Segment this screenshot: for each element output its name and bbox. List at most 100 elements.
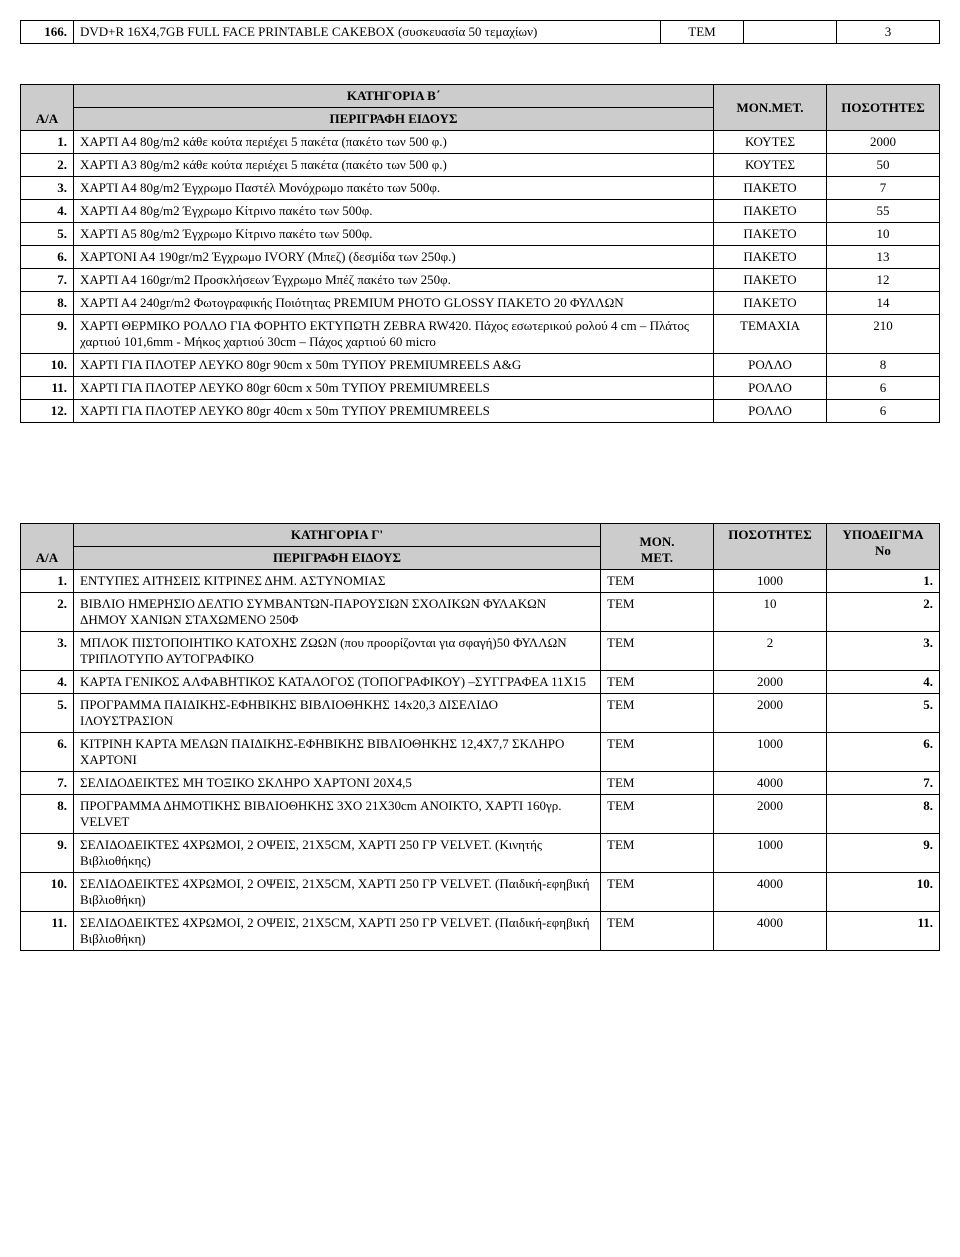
row-number: 9. [21,315,74,354]
table-row: 1.ΕΝΤΥΠΕΣ ΑΙΤΗΣΕΙΣ ΚΙΤΡΙΝΕΣ ΔΗΜ. ΑΣΤΥΝΟΜ… [21,570,940,593]
row-desc: ΧΑΡΤΙ Α4 160gr/m2 Προσκλήσεων Έγχρωμο Μπ… [74,269,714,292]
row-qty: 6 [827,400,940,423]
table-row: 10.ΣΕΛΙΔΟΔΕΙΚΤΕΣ 4ΧΡΩΜΟΙ, 2 ΟΨΕΙΣ, 21X5C… [21,873,940,912]
row-number: 7. [21,772,74,795]
row-qty: 10 [827,223,940,246]
row-unit: TEM [601,694,714,733]
row-unit: TEM [601,632,714,671]
row-desc: ΧΑΡΤΙ Α4 240gr/m2 Φωτογραφικής Ποιότητας… [74,292,714,315]
row-desc: ΧΑΡΤΙ Α3 80g/m2 κάθε κούτα περιέχει 5 πα… [74,154,714,177]
row-qty: 14 [827,292,940,315]
table-row: 6.ΚΙΤΡΙΝΗ ΚΑΡΤΑ ΜΕΛΩΝ ΠΑΙΔΙΚΗΣ-ΕΦΗΒΙΚΗΣ … [21,733,940,772]
row-unit: ΚΟΥΤΕΣ [714,154,827,177]
row-desc: ΕΝΤΥΠΕΣ ΑΙΤΗΣΕΙΣ ΚΙΤΡΙΝΕΣ ΔΗΜ. ΑΣΤΥΝΟΜΙΑ… [74,570,601,593]
row-qty: 2000 [827,131,940,154]
row-qty: 55 [827,200,940,223]
header-met: MET. [641,550,673,565]
row-number: 12. [21,400,74,423]
row-unit: ΡΟΛΛΟ [714,354,827,377]
category-b-title: ΚΑΤΗΓΟΡΙΑ Β΄ [80,88,707,104]
row-number: 4. [21,200,74,223]
table-row: 8.ΧΑΡΤΙ Α4 240gr/m2 Φωτογραφικής Ποιότητ… [21,292,940,315]
row-spec: 6. [827,733,940,772]
row-unit: TEM [601,772,714,795]
table-row: 11.ΣΕΛΙΔΟΔΕΙΚΤΕΣ 4ΧΡΩΜΟΙ, 2 ΟΨΕΙΣ, 21X5C… [21,912,940,951]
row-unit: ΠΑΚΕΤΟ [714,246,827,269]
row-spec: 3. [827,632,940,671]
table-row: 11.ΧΑΡΤΙ ΓΙΑ ΠΛΟΤΕΡ ΛΕΥΚΟ 80gr 60cm x 50… [21,377,940,400]
header-spec1: ΥΠΟΔΕΙΓΜΑ [843,527,924,542]
header-mon: MON. [639,534,674,549]
table-row: 9.ΣΕΛΙΔΟΔΕΙΚΤΕΣ 4ΧΡΩΜΟΙ, 2 ΟΨΕΙΣ, 21X5CM… [21,834,940,873]
row-unit: TEM [601,593,714,632]
row-qty: 3 [837,21,940,44]
table-row: 5.ΧΑΡΤΙ Α5 80g/m2 Έγχρωμο Κίτρινο πακέτο… [21,223,940,246]
table-row: 7.ΧΑΡΤΙ Α4 160gr/m2 Προσκλήσεων Έγχρωμο … [21,269,940,292]
table-row: 7.ΣΕΛΙΔΟΔΕΙΚΤΕΣ ΜΗ ΤΟΞΙΚΟ ΣΚΛΗΡΟ ΧΑΡΤΟΝΙ… [21,772,940,795]
header-monmet: ΜΟΝ.ΜΕΤ. [714,85,827,131]
row-desc: ΣΕΛΙΔΟΔΕΙΚΤΕΣ 4ΧΡΩΜΟΙ, 2 ΟΨΕΙΣ, 21X5CM, … [74,912,601,951]
row-qty: 2000 [714,795,827,834]
row-number: 10. [21,354,74,377]
row-qty: 7 [827,177,940,200]
table-row: 3.ΜΠΛΟΚ ΠΙΣΤΟΠΟΙΗΤΙΚΟ ΚΑΤΟΧΗΣ ΖΩΩΝ (που … [21,632,940,671]
row-unit: ΤΕΜΑΧΙΑ [714,315,827,354]
row-desc: ΧΑΡΤΙ Α4 80g/m2 κάθε κούτα περιέχει 5 πα… [74,131,714,154]
row-number: 2. [21,154,74,177]
row-qty: 8 [827,354,940,377]
row-unit: TEM [601,570,714,593]
row-unit: TEM [601,834,714,873]
row-desc: ΣΕΛΙΔΟΔΕΙΚΤΕΣ 4ΧΡΩΜΟΙ, 2 ΟΨΕΙΣ, 21X5CM, … [74,834,601,873]
row-unit: ΠΑΚΕΤΟ [714,292,827,315]
row-unit: TEM [601,733,714,772]
row-number: 2. [21,593,74,632]
table-row: 2.ΒΙΒΛΙΟ ΗΜΕΡΗΣΙΟ ΔΕΛΤΙΟ ΣΥΜΒΑΝΤΩΝ-ΠΑΡΟΥ… [21,593,940,632]
table-row: 4.ΧΑΡΤΙ Α4 80g/m2 Έγχρωμο Κίτρινο πακέτο… [21,200,940,223]
row-number: 3. [21,632,74,671]
row-number: 7. [21,269,74,292]
row-spec: 4. [827,671,940,694]
table-row: 5.ΠΡΟΓΡΑΜΜΑ ΠΑΙΔΙΚΗΣ-ΕΦΗΒΙΚΗΣ ΒΙΒΛΙΟΘΗΚΗ… [21,694,940,733]
row-desc: ΠΡΟΓΡΑΜΜΑ ΠΑΙΔΙΚΗΣ-ΕΦΗΒΙΚΗΣ ΒΙΒΛΙΟΘΗΚΗΣ … [74,694,601,733]
row-spec: 8. [827,795,940,834]
table-row: 6.ΧΑΡΤΟΝΙ Α4 190gr/m2 Έγχρωμο IVORY (Μπε… [21,246,940,269]
row-desc: ΒΙΒΛΙΟ ΗΜΕΡΗΣΙΟ ΔΕΛΤΙΟ ΣΥΜΒΑΝΤΩΝ-ΠΑΡΟΥΣΙ… [74,593,601,632]
row-desc: ΜΠΛΟΚ ΠΙΣΤΟΠΟΙΗΤΙΚΟ ΚΑΤΟΧΗΣ ΖΩΩΝ (που πρ… [74,632,601,671]
row-qty: 12 [827,269,940,292]
row-number: 5. [21,694,74,733]
row-number: 4. [21,671,74,694]
row-number: 3. [21,177,74,200]
row-qty: 2000 [714,694,827,733]
row-desc: ΧΑΡΤΙ ΘΕΡΜΙΚΟ ΡΟΛΛΟ ΓΙΑ ΦΟΡΗΤΟ ΕΚΤΥΠΩΤΗ … [74,315,714,354]
row-desc: ΧΑΡΤΙ ΓΙΑ ΠΛΟΤΕΡ ΛΕΥΚΟ 80gr 90cm x 50m Τ… [74,354,714,377]
table-row: 3.ΧΑΡΤΙ Α4 80g/m2 Έγχρωμο Παστέλ Μονόχρω… [21,177,940,200]
row-number: 11. [21,912,74,951]
header-desc-c: ΠΕΡΙΓΡΑΦΗ ΕΙΔΟΥΣ [74,547,601,570]
row-qty: 2000 [714,671,827,694]
row-number: 166. [21,21,74,44]
row-qty: 4000 [714,772,827,795]
row-spec: 7. [827,772,940,795]
table-row: 166. DVD+R 16X4,7GB FULL FACE PRINTABLE … [21,21,940,44]
row-number: 1. [21,131,74,154]
row-desc: ΧΑΡΤΟΝΙ Α4 190gr/m2 Έγχρωμο IVORY (Μπεζ)… [74,246,714,269]
header-qty-c: ΠΟΣΟΤΗΤΕΣ [714,524,827,570]
row-desc: ΣΕΛΙΔΟΔΕΙΚΤΕΣ ΜΗ ΤΟΞΙΚΟ ΣΚΛΗΡΟ ΧΑΡΤΟΝΙ 2… [74,772,601,795]
row-qty: 13 [827,246,940,269]
row-unit: TEM [601,671,714,694]
header-qty: ΠΟΣΟΤΗΤΕΣ [827,85,940,131]
row-qty: 6 [827,377,940,400]
row-unit: ΡΟΛΛΟ [714,377,827,400]
row-qty: 1000 [714,834,827,873]
row-number: 5. [21,223,74,246]
table-row: 1.ΧΑΡΤΙ Α4 80g/m2 κάθε κούτα περιέχει 5 … [21,131,940,154]
row-spec: 1. [827,570,940,593]
row-number: 1. [21,570,74,593]
row-spec: 11. [827,912,940,951]
row-number: 6. [21,733,74,772]
row-number: 9. [21,834,74,873]
row-qty: 50 [827,154,940,177]
row-unit: ΡΟΛΛΟ [714,400,827,423]
table-row: 4.ΚΑΡΤΑ ΓΕΝΙΚΟΣ ΑΛΦΑΒΗΤΙΚΟΣ ΚΑΤΑΛΟΓΟΣ (Τ… [21,671,940,694]
row-desc: ΧΑΡΤΙ ΓΙΑ ΠΛΟΤΕΡ ΛΕΥΚΟ 80gr 40cm x 50m Τ… [74,400,714,423]
